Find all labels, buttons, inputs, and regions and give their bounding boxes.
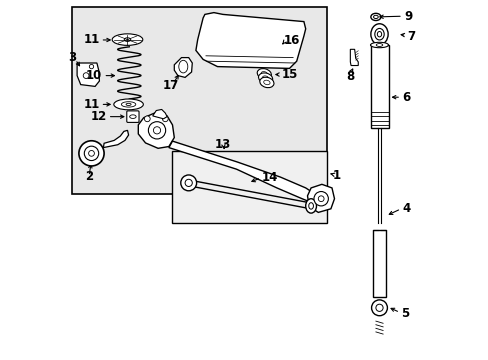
FancyBboxPatch shape: [172, 151, 326, 223]
Polygon shape: [174, 58, 192, 77]
Circle shape: [371, 300, 386, 316]
Circle shape: [185, 179, 192, 186]
Text: 16: 16: [284, 34, 300, 47]
Text: 5: 5: [400, 307, 408, 320]
Text: 8: 8: [346, 70, 354, 83]
Text: 11: 11: [83, 98, 100, 111]
Text: 2: 2: [85, 170, 93, 183]
Text: 6: 6: [401, 91, 409, 104]
Ellipse shape: [258, 73, 272, 83]
FancyBboxPatch shape: [373, 230, 385, 297]
Circle shape: [144, 116, 150, 122]
Text: 4: 4: [401, 202, 409, 215]
Text: 17: 17: [162, 79, 179, 92]
Text: 13: 13: [214, 138, 230, 150]
Circle shape: [181, 175, 196, 191]
Ellipse shape: [124, 38, 130, 41]
Ellipse shape: [114, 99, 143, 110]
Text: 11: 11: [83, 33, 100, 46]
FancyBboxPatch shape: [370, 45, 387, 128]
Text: 15: 15: [281, 68, 297, 81]
Polygon shape: [349, 49, 358, 66]
Ellipse shape: [374, 28, 384, 40]
Text: 9: 9: [404, 10, 412, 23]
Text: 10: 10: [86, 69, 102, 82]
Ellipse shape: [370, 42, 387, 48]
Ellipse shape: [373, 15, 377, 18]
Ellipse shape: [121, 102, 136, 107]
Circle shape: [84, 146, 99, 161]
Ellipse shape: [263, 80, 269, 85]
Circle shape: [318, 196, 324, 202]
Text: 14: 14: [261, 171, 278, 184]
Ellipse shape: [259, 77, 273, 87]
FancyBboxPatch shape: [72, 7, 326, 194]
Polygon shape: [152, 109, 167, 119]
Text: 12: 12: [91, 110, 107, 123]
Ellipse shape: [308, 203, 313, 209]
Circle shape: [83, 73, 89, 78]
Ellipse shape: [126, 103, 131, 105]
Ellipse shape: [377, 31, 381, 37]
Polygon shape: [77, 63, 99, 86]
Polygon shape: [168, 141, 312, 202]
Text: 7: 7: [407, 30, 414, 42]
Ellipse shape: [305, 199, 316, 213]
Circle shape: [162, 116, 168, 122]
Polygon shape: [307, 184, 334, 212]
Text: 3: 3: [68, 51, 76, 64]
Ellipse shape: [370, 24, 387, 45]
Text: 1: 1: [332, 169, 340, 182]
Circle shape: [375, 304, 382, 311]
Polygon shape: [196, 13, 305, 68]
Circle shape: [89, 64, 94, 69]
Circle shape: [313, 192, 328, 206]
Polygon shape: [138, 112, 174, 148]
Ellipse shape: [129, 115, 136, 118]
Ellipse shape: [261, 72, 267, 76]
Ellipse shape: [370, 13, 380, 21]
Polygon shape: [103, 130, 128, 148]
Circle shape: [148, 122, 165, 139]
Ellipse shape: [262, 76, 268, 80]
Ellipse shape: [375, 44, 382, 46]
Circle shape: [79, 141, 104, 166]
Ellipse shape: [179, 60, 187, 73]
Circle shape: [88, 150, 94, 156]
FancyBboxPatch shape: [126, 111, 139, 122]
Circle shape: [153, 127, 160, 134]
Ellipse shape: [257, 69, 271, 79]
Ellipse shape: [112, 34, 142, 45]
